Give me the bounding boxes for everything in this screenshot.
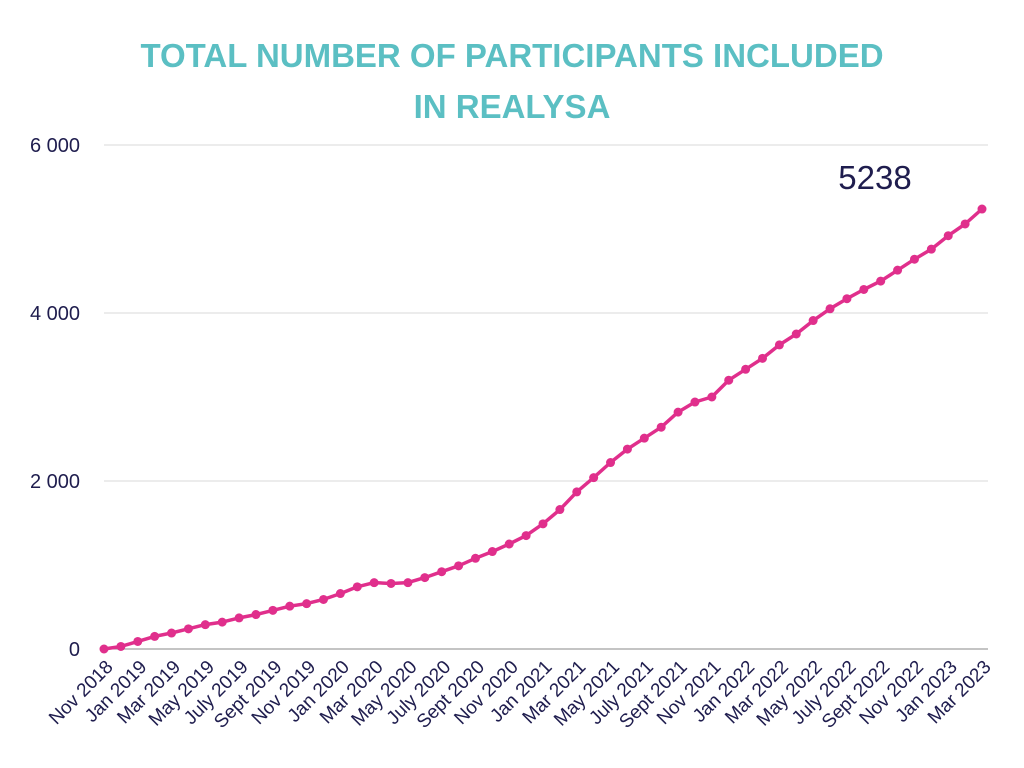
data-point — [842, 294, 852, 304]
data-point — [116, 641, 126, 651]
data-point — [741, 364, 751, 374]
data-point — [183, 624, 193, 634]
data-point — [724, 375, 734, 385]
chart-title: TOTAL NUMBER OF PARTICIPANTS INCLUDED IN… — [0, 30, 1024, 132]
data-point — [217, 617, 227, 627]
data-point — [454, 561, 464, 571]
data-point — [960, 219, 970, 229]
y-tick-label: 0 — [69, 639, 80, 661]
data-point — [673, 407, 683, 417]
data-point — [690, 397, 700, 407]
data-point — [538, 519, 548, 529]
y-axis-tick-labels: 0 2 000 4 000 6 000 — [30, 135, 80, 661]
series-layer — [99, 204, 987, 654]
data-point — [133, 636, 143, 646]
data-point — [369, 578, 379, 588]
data-point — [487, 547, 497, 557]
data-point — [521, 531, 531, 541]
data-point — [656, 422, 666, 432]
data-point — [251, 610, 261, 620]
data-point — [335, 589, 345, 599]
data-point — [167, 628, 177, 638]
data-point — [808, 316, 818, 326]
data-point — [470, 553, 480, 563]
data-point — [150, 631, 160, 641]
y-tick-label: 6 000 — [30, 135, 80, 157]
chart-title-line-2: IN REALYSA — [413, 88, 611, 125]
annotation-last-value: 5238 — [838, 159, 911, 196]
data-point — [774, 340, 784, 350]
data-point — [268, 605, 278, 615]
data-point — [99, 644, 109, 654]
data-point — [285, 601, 295, 611]
data-point — [504, 539, 514, 549]
data-point — [572, 487, 582, 497]
data-point — [622, 444, 632, 454]
data-point — [200, 620, 210, 630]
data-point — [707, 392, 717, 402]
y-tick-label: 2 000 — [30, 471, 80, 493]
data-point — [234, 613, 244, 623]
chart-title-line-1: TOTAL NUMBER OF PARTICIPANTS INCLUDED — [140, 37, 884, 74]
data-point — [639, 433, 649, 443]
series-line — [102, 207, 984, 651]
data-point — [909, 254, 919, 264]
gridlines — [104, 144, 988, 482]
data-point — [555, 505, 565, 515]
data-point — [893, 265, 903, 275]
y-tick-label: 4 000 — [30, 303, 80, 325]
data-point — [876, 276, 886, 286]
data-point — [302, 599, 312, 609]
data-point — [589, 473, 599, 483]
data-point — [791, 329, 801, 339]
data-point — [825, 304, 835, 314]
data-point — [943, 231, 953, 241]
data-point — [319, 594, 328, 604]
data-point — [606, 458, 616, 468]
data-point — [859, 284, 869, 294]
data-point — [437, 567, 447, 577]
data-point — [386, 578, 396, 588]
data-point — [926, 244, 936, 254]
data-point — [420, 573, 430, 583]
data-point — [758, 353, 767, 363]
data-point — [403, 578, 413, 588]
data-point — [977, 204, 987, 214]
data-point — [352, 582, 362, 592]
